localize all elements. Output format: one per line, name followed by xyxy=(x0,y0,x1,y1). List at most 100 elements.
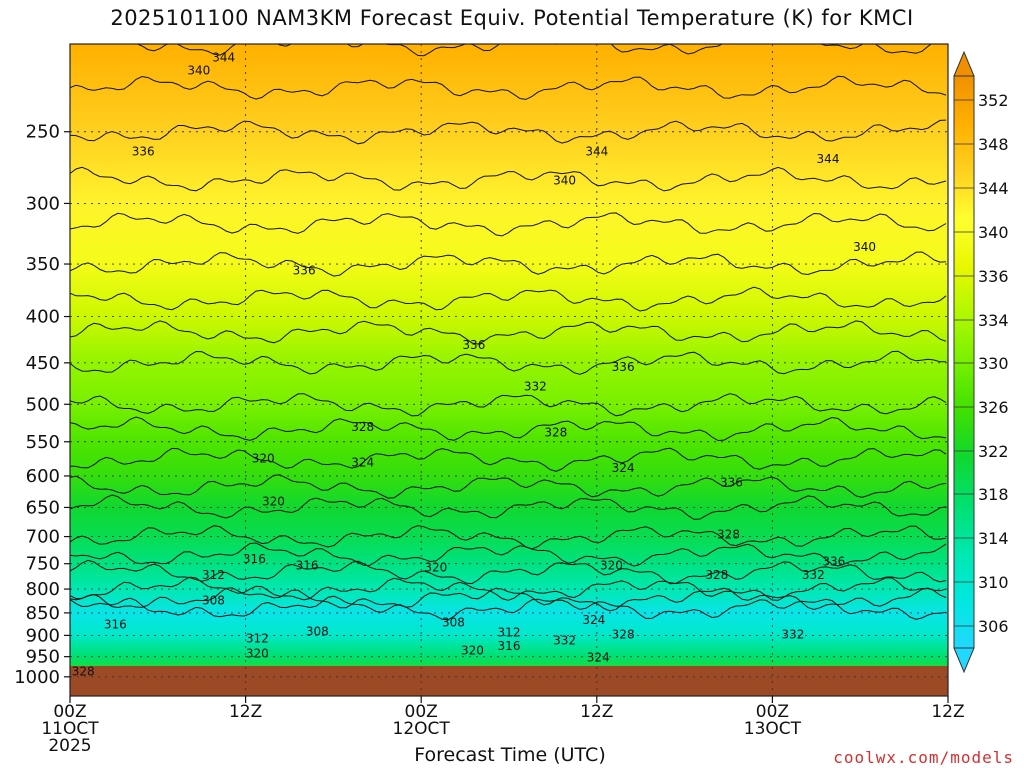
contour-lines xyxy=(70,44,947,621)
y-axis: 2503003504004505005506006507007508008509… xyxy=(14,122,70,688)
contour-label: 312 xyxy=(246,631,269,645)
contour-label: 308 xyxy=(306,624,329,638)
x-tick-label: 12Z xyxy=(580,702,613,722)
contour-label: 344 xyxy=(585,145,608,159)
contour-label: 328 xyxy=(544,425,567,439)
contour-line xyxy=(70,119,947,145)
colorbar-tick-label: 344 xyxy=(978,179,1009,198)
contour-label: 336 xyxy=(822,555,845,569)
plot-border xyxy=(69,43,949,697)
contour-line xyxy=(70,416,947,442)
contour-line xyxy=(70,212,947,237)
contour-label: 336 xyxy=(293,264,316,278)
x-tick-label: 12Z xyxy=(931,702,964,722)
x-tick-label: 12OCT xyxy=(393,719,451,739)
ground-terrain xyxy=(70,666,948,696)
colorbar-tick-label: 330 xyxy=(978,354,1009,373)
colorbar-top-arrow xyxy=(953,50,975,77)
y-tick-label: 900 xyxy=(26,625,60,646)
contour-label: 308 xyxy=(442,616,465,630)
colorbar-tick-label: 336 xyxy=(978,267,1009,286)
colorbar-tick-label: 306 xyxy=(978,617,1009,636)
contour-line xyxy=(70,587,947,612)
theta-e-field xyxy=(70,44,948,696)
y-tick-label: 650 xyxy=(26,497,60,518)
contour-line xyxy=(70,474,947,499)
x-tick-label: 00Z xyxy=(53,702,86,722)
contour-label: 332 xyxy=(553,634,576,648)
contour-line xyxy=(70,542,947,567)
y-tick-label: 500 xyxy=(26,394,60,415)
colorbar-body xyxy=(953,75,975,649)
contour-label: 336 xyxy=(720,475,743,489)
colorbar-tick-label: 318 xyxy=(978,485,1009,504)
contour-line xyxy=(70,320,947,345)
colorbar-tick-label: 326 xyxy=(978,398,1009,417)
colorbar-tick-label: 352 xyxy=(978,91,1009,110)
chart-title: 2025101100 NAM3KM Forecast Equiv. Potent… xyxy=(110,6,914,30)
contour-label: 320 xyxy=(600,558,623,572)
contour-label: 324 xyxy=(351,456,374,470)
colorbar-bottom-arrow xyxy=(953,647,975,674)
x-tick-label: 2025 xyxy=(48,736,91,756)
contour-label: 332 xyxy=(524,380,547,394)
contour-label: 328 xyxy=(705,568,728,582)
y-tick-label: 600 xyxy=(26,466,60,487)
contour-line xyxy=(70,251,947,277)
colorbar-tick-label: 340 xyxy=(978,223,1009,242)
colorbar-tick-label: 314 xyxy=(978,529,1009,548)
contour-label: 328 xyxy=(351,420,374,434)
contour-line xyxy=(70,595,947,621)
contour-label: 324 xyxy=(582,613,605,627)
contour-line xyxy=(70,525,947,550)
contour-label: 316 xyxy=(296,558,319,572)
contour-label: 336 xyxy=(612,360,635,374)
colorbar: 306 310 314 318 322 326 330 334 336 340 344 348 352 xyxy=(953,50,1009,674)
contour-line xyxy=(70,350,947,375)
y-tick-label: 300 xyxy=(26,193,60,214)
contour-line xyxy=(136,44,932,57)
y-tick-label: 400 xyxy=(26,307,60,328)
contour-line xyxy=(70,494,947,520)
contour-label: 320 xyxy=(262,494,285,508)
contour-label: 328 xyxy=(717,527,740,541)
y-tick-label: 750 xyxy=(26,554,60,575)
contour-label: 328 xyxy=(612,628,635,642)
contour-label: 312 xyxy=(498,625,521,639)
x-tick-label: 00Z xyxy=(756,702,789,722)
contour-line xyxy=(70,576,947,601)
x-axis-label: Forecast Time (UTC) xyxy=(414,744,606,766)
x-tick-label: 00Z xyxy=(405,702,438,722)
contour-label: 328 xyxy=(72,664,95,678)
contour-line xyxy=(70,447,947,472)
y-tick-label: 550 xyxy=(26,432,60,453)
y-tick-label: 450 xyxy=(26,353,60,374)
contour-label: 324 xyxy=(587,650,610,664)
contour-label: 340 xyxy=(187,64,210,78)
contour-label: 344 xyxy=(212,51,235,65)
contour-label: 308 xyxy=(202,594,225,608)
y-tick-label: 250 xyxy=(26,122,60,143)
contour-label: 332 xyxy=(781,628,804,642)
contour-label: 344 xyxy=(817,152,840,166)
y-tick-label: 950 xyxy=(26,647,60,668)
contour-label: 320 xyxy=(246,646,269,660)
colorbar-tick-label: 322 xyxy=(978,442,1009,461)
contour-line xyxy=(70,393,947,417)
colorbar-tick-label: 348 xyxy=(978,135,1009,154)
contour-line xyxy=(70,166,947,192)
contour-label: 316 xyxy=(498,639,521,653)
y-tick-label: 850 xyxy=(26,603,60,624)
x-tick-label: 12Z xyxy=(229,702,262,722)
source-credit[interactable]: coolwx.com/models xyxy=(833,748,1014,767)
colorbar-tick-label: 310 xyxy=(978,573,1009,592)
x-tick-label: 13OCT xyxy=(744,719,802,739)
contour-label: 336 xyxy=(462,338,485,352)
y-tick-label: 800 xyxy=(26,579,60,600)
y-tick-label: 350 xyxy=(26,254,60,275)
y-tick-label: 700 xyxy=(26,527,60,548)
contour-label: 324 xyxy=(612,461,635,475)
